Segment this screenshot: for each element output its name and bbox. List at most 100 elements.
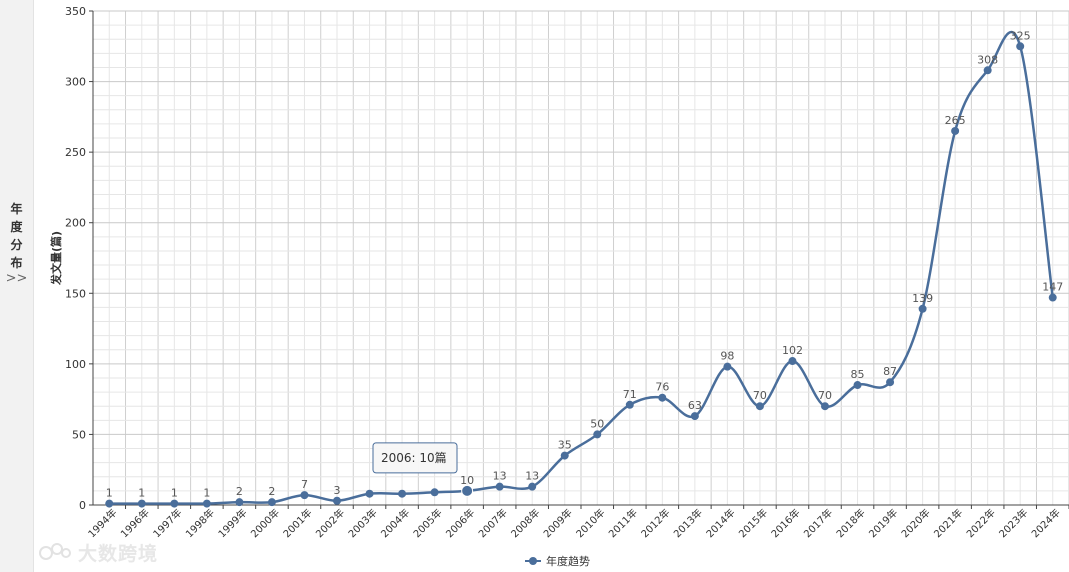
- data-point: [1048, 293, 1057, 302]
- x-tick-label: 2000年: [248, 506, 282, 540]
- x-tick-label: 2007年: [476, 506, 510, 540]
- data-point: [625, 400, 634, 409]
- x-tick-label: 2020年: [898, 506, 932, 540]
- x-tick-label: 2012年: [638, 506, 672, 540]
- x-tick-label: 2010年: [573, 506, 607, 540]
- tooltip-box: [372, 442, 458, 474]
- grid: [92, 10, 1069, 506]
- x-tick-label: 2006年: [443, 506, 477, 540]
- y-tick-label: 100: [65, 358, 86, 371]
- data-label: 13: [525, 470, 539, 483]
- data-label: 325: [1010, 29, 1031, 42]
- data-label: 98: [720, 350, 734, 363]
- data-label: 147: [1042, 281, 1063, 294]
- y-tick-label: 200: [65, 217, 86, 230]
- data-label: 35: [558, 439, 572, 452]
- data-point: [1016, 42, 1025, 51]
- data-label: 10: [460, 474, 474, 487]
- data-label: 70: [818, 389, 832, 402]
- x-tick-label: 2008年: [508, 506, 542, 540]
- data-point: [755, 402, 764, 411]
- data-point: [495, 482, 504, 491]
- series-line: [109, 30, 1054, 505]
- data-label: 87: [883, 365, 897, 378]
- legend-label: 年度趋势: [546, 554, 590, 568]
- y-tick-label: 50: [72, 428, 86, 441]
- data-point: [365, 489, 374, 498]
- data-point: [235, 498, 244, 507]
- side-panel-title: 年 度 分 布: [0, 200, 33, 272]
- x-tick-label: 2024年: [1029, 506, 1063, 540]
- data-label: 71: [623, 388, 637, 401]
- watermark-text: 大数跨境: [78, 542, 159, 565]
- x-tick-label: 2009年: [541, 506, 575, 540]
- data-point: [593, 430, 602, 439]
- x-tick-label: 2018年: [833, 506, 867, 540]
- data-label: 265: [945, 114, 966, 127]
- y-tick-label: 0: [79, 499, 86, 512]
- data-point: [821, 402, 829, 411]
- data-label: 102: [782, 344, 803, 357]
- tooltip: 2006: 10篇: [372, 442, 458, 474]
- data-label: 76: [655, 381, 669, 394]
- data-label: 13: [493, 470, 507, 483]
- double-chevron-right-icon[interactable]: >>: [5, 271, 28, 286]
- x-tick-label: 2016年: [768, 506, 802, 540]
- data-point: [267, 498, 276, 507]
- data-point: [105, 499, 114, 508]
- data-label: 139: [912, 292, 933, 305]
- side-title-char: 分: [10, 238, 23, 252]
- x-tick-label: 2019年: [866, 506, 900, 540]
- x-tick-label: 2002年: [313, 506, 347, 540]
- data-label: 3: [334, 484, 341, 497]
- data-point: [658, 393, 667, 402]
- data-point: [788, 357, 797, 366]
- data-point: [560, 451, 569, 460]
- data-point: [300, 491, 309, 500]
- x-tick-label: 1997年: [150, 506, 184, 540]
- x-tick-label: 2004年: [378, 506, 412, 540]
- x-tick-label: 2015年: [736, 506, 770, 540]
- y-tick-label: 300: [65, 76, 86, 89]
- data-label: 70: [753, 389, 767, 402]
- y-tick-label: 350: [65, 5, 86, 18]
- side-panel: 年 度 分 布 >>: [0, 0, 34, 572]
- legend-marker: [529, 557, 537, 565]
- x-tick-label: 2001年: [280, 506, 314, 540]
- data-point: [202, 499, 211, 508]
- data-point: [398, 489, 407, 498]
- y-tick-label: 150: [65, 287, 86, 300]
- data-point: [690, 412, 699, 421]
- data-point: [461, 484, 474, 497]
- data-label: 50: [590, 417, 604, 430]
- data-label: 2: [268, 485, 275, 498]
- x-tick-label: 2005年: [410, 506, 444, 540]
- brand-logo-icon: [39, 543, 71, 560]
- side-title-char: 年: [10, 202, 23, 216]
- data-label: 63: [688, 399, 702, 412]
- data-label: 1: [138, 487, 145, 500]
- data-point: [723, 362, 732, 371]
- x-tick-label: 2014年: [703, 506, 737, 540]
- x-tick-label: 1999年: [215, 506, 249, 540]
- data-label: 7: [301, 478, 308, 491]
- legend: 年度趋势: [525, 554, 590, 568]
- data-label: 85: [851, 368, 865, 381]
- data-label: 1: [106, 487, 113, 500]
- x-tick-label: 2003年: [345, 506, 379, 540]
- x-tick-label: 2011年: [606, 506, 640, 540]
- data-point: [983, 66, 992, 75]
- x-tick-label: 1998年: [183, 506, 217, 540]
- y-axis-title: 发文量(篇): [49, 231, 63, 286]
- x-tick-label: 1996年: [118, 506, 152, 540]
- x-tick-label: 2017年: [801, 506, 835, 540]
- x-tick-label: 2013年: [671, 506, 705, 540]
- data-label: 1: [203, 487, 210, 500]
- data-point: [528, 482, 537, 491]
- data-label: 1: [171, 487, 178, 500]
- data-point: [137, 499, 146, 508]
- side-title-char: 布: [10, 256, 23, 270]
- data-point: [853, 381, 862, 390]
- watermark: 大数跨境: [38, 538, 158, 566]
